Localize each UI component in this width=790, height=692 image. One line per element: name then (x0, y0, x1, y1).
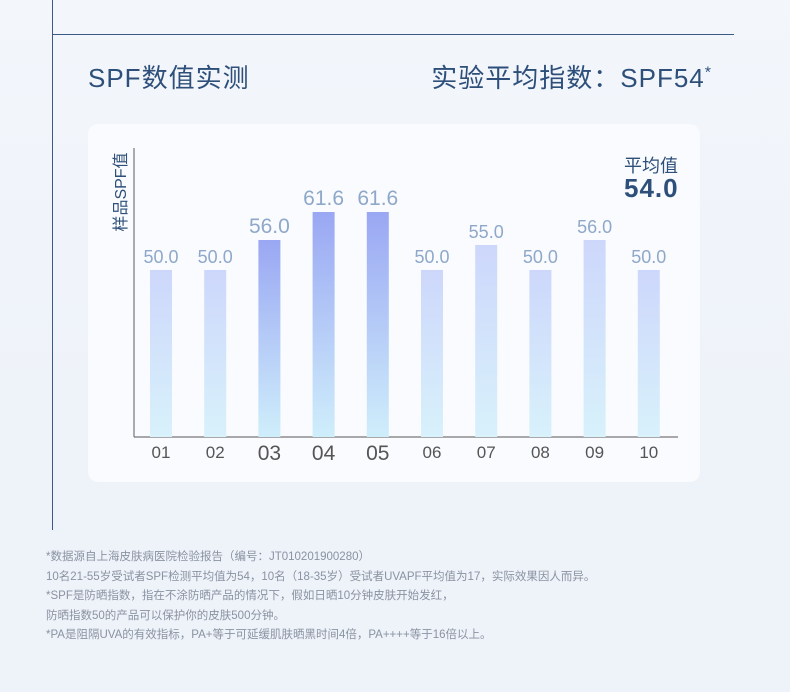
footnote-5: *PA是阻隔UVA的有效指标，PA+等于可延缓肌肤晒黑时间4倍，PA++++等于… (46, 629, 492, 641)
average-value: 54.0 (624, 173, 679, 203)
footnote-4: 防晒指数50的产品可以保护你的皮肤500分钟。 (46, 609, 285, 622)
bar-02 (204, 270, 227, 437)
average-index-text: 实验平均指数：SPF54 (431, 63, 705, 93)
y-axis-label: 样品SPF值 (112, 152, 130, 231)
bar-05 (366, 212, 389, 437)
bar-04 (312, 212, 335, 437)
bar-value-label-04: 61.6 (303, 187, 344, 210)
footnotes: *数据源自上海皮肤病医院检验报告（编号：JT010201900280） 10名2… (46, 548, 595, 646)
average-index-title: 实验平均指数：SPF54* (431, 58, 712, 95)
x-tick-label-08: 08 (531, 443, 550, 462)
section-title: SPF数值实测 (88, 63, 250, 93)
x-tick-label-10: 10 (639, 443, 658, 462)
x-tick-label-09: 09 (585, 443, 604, 462)
bar-09 (583, 240, 606, 437)
bar-08 (529, 270, 552, 437)
bar-value-label-02: 50.0 (198, 247, 233, 267)
bar-value-label-08: 50.0 (523, 247, 558, 267)
bar-value-label-09: 56.0 (577, 217, 612, 237)
bar-value-label-03: 56.0 (249, 215, 290, 238)
x-tick-label-06: 06 (423, 443, 442, 462)
x-tick-label-05: 05 (366, 442, 389, 465)
footnote-1: *数据源自上海皮肤病医院检验报告（编号：JT010201900280） (46, 551, 370, 563)
x-tick-label-03: 03 (258, 442, 281, 465)
average-index-footnote-mark: * (704, 64, 712, 82)
bar-value-label-06: 50.0 (414, 247, 449, 267)
bar-value-label-01: 50.0 (143, 247, 178, 267)
bar-value-label-05: 61.6 (357, 187, 398, 210)
footnote-2: 10名21-55岁受试者SPF检测平均值为54，10名（18-35岁）受试者UV… (46, 570, 596, 583)
bar-01 (150, 270, 172, 437)
footnote-3: *SPF是防晒指数，指在不涂防晒产品的情况下，假如日晒10分钟皮肤开始发红， (46, 590, 454, 602)
x-tick-label-01: 01 (152, 443, 171, 462)
bar-06 (421, 270, 443, 437)
average-label: 平均值 (624, 156, 678, 176)
bar-10 (637, 270, 660, 437)
bar-07 (475, 245, 498, 437)
bar-value-label-07: 55.0 (469, 222, 504, 242)
bar-value-label-10: 50.0 (631, 247, 666, 267)
x-tick-label-04: 04 (312, 442, 336, 465)
frame-vertical-line (52, 0, 53, 530)
frame-horizontal-line (52, 34, 734, 35)
bar-03 (258, 240, 281, 437)
x-tick-label-02: 02 (206, 443, 225, 462)
x-tick-label-07: 07 (477, 443, 496, 462)
